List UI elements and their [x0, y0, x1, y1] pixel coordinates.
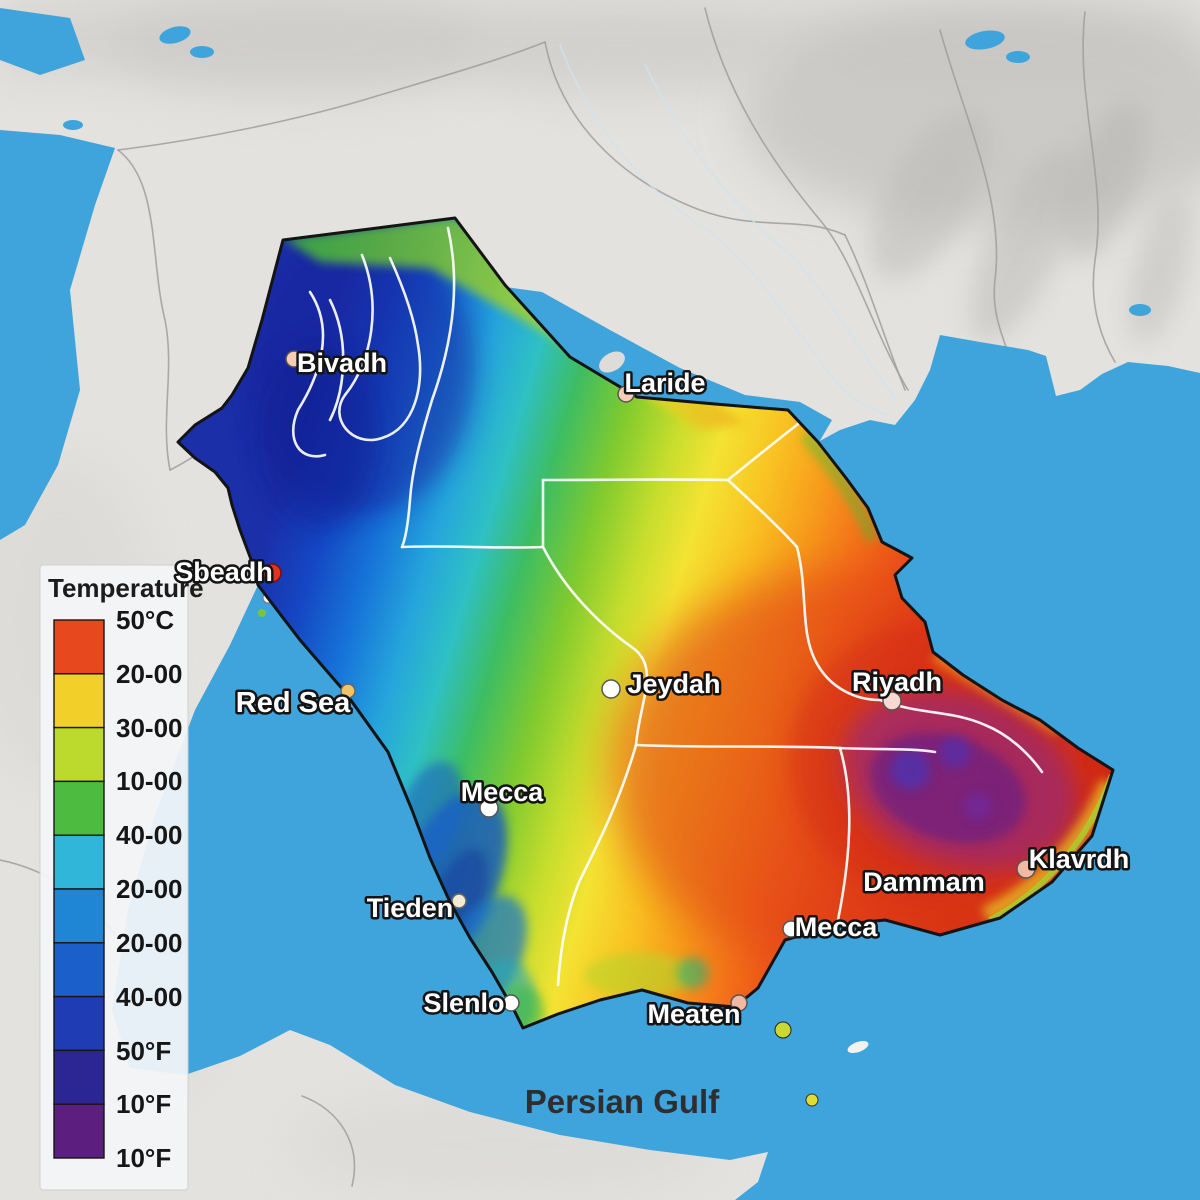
legend-label: 10°F: [116, 1143, 171, 1173]
legend: Temperature 50°C 20-00 30-00 10-00 40-00…: [39, 564, 204, 1191]
legend-label: 20-00: [116, 659, 183, 689]
city-label-meaten: Meaten: [647, 999, 740, 1029]
legend-label: 20-00: [116, 874, 183, 904]
legend-labels: 50°C 20-00 30-00 10-00 40-00 20-00 20-00…: [116, 605, 183, 1173]
mediterranean-north: [0, 8, 85, 75]
legend-color-segment: [53, 780, 105, 836]
islands: [258, 592, 869, 1107]
city-dot-laride: [617, 385, 635, 403]
city-dot-tieden: [451, 893, 467, 909]
water-label-persian-gulf: Persian Gulf: [525, 1083, 720, 1120]
gulf-island: [599, 351, 625, 373]
city-dot-riyadh: [882, 691, 902, 711]
city-dot-redsea-coast: [340, 683, 356, 699]
city-dot-meaten: [730, 994, 748, 1012]
map-labels: Bivadh Laride Sbeadh Red Sea Jeydah Riya…: [173, 346, 1132, 1121]
legend-label: 50°C: [116, 605, 174, 635]
lake: [63, 120, 83, 130]
city-label-mecca: Mecca: [461, 777, 545, 807]
city-dot-jeydah: [601, 679, 621, 699]
legend-color-segment: [53, 726, 105, 783]
legend-color-segment: [53, 995, 105, 1052]
city-label-klavrdh: Klavrdh: [1029, 844, 1130, 874]
legend-color-segment: [53, 1103, 105, 1159]
legend-label: 30-00: [116, 713, 183, 743]
legend-label: 10°F: [116, 1089, 171, 1119]
rivers: [559, 44, 896, 416]
city-label-tieden: Tieden: [367, 893, 454, 923]
legend-color-bar: [53, 619, 105, 1159]
province-borders: [292, 226, 1044, 987]
legend-label: 20-00: [116, 928, 183, 958]
lake: [965, 30, 1005, 50]
city-label-slenlo: Slenlo: [423, 988, 504, 1018]
city-dot-mecca: [479, 798, 499, 818]
lake: [190, 46, 214, 58]
legend-label: 50°F: [116, 1036, 171, 1066]
legend-title: Temperature: [48, 573, 204, 603]
legend-label: 40-00: [116, 820, 183, 850]
city-label-laride: Laride: [624, 368, 705, 398]
ocean: [0, 8, 1200, 1200]
water-label-red-sea: Red Sea: [236, 687, 351, 719]
city-markers: [262, 350, 1036, 1012]
gulf-inlet: [505, 287, 832, 444]
ocean-body: [112, 335, 1200, 1200]
lake: [1129, 304, 1151, 316]
mediterranean: [0, 130, 115, 540]
city-label-sbeadh: Sbeadh: [175, 557, 273, 587]
city-dot-klavrdh: [1016, 859, 1036, 879]
city-dot-slenlo: [502, 994, 520, 1012]
city-dot-sbeadh: [262, 563, 282, 583]
peninsula-coastline: [176, 216, 1115, 1030]
legend-color-segment: [53, 942, 105, 998]
legend-label: 40-00: [116, 982, 183, 1012]
legend-label: 10-00: [116, 766, 183, 796]
city-dot-mecca-south: [782, 920, 800, 938]
city-dot-bivadh: [285, 350, 303, 368]
city-label-jeydah: Jeydah: [627, 669, 720, 699]
lake: [159, 26, 191, 44]
legend-color-segment: [53, 673, 105, 729]
legend-color-segment: [53, 619, 105, 675]
legend-color-segment: [53, 834, 105, 890]
city-label-riyadh: Riyadh: [852, 667, 942, 697]
city-label-mecca-south: Mecca: [795, 912, 879, 942]
legend-color-segment: [53, 1049, 105, 1105]
city-label-dammam: Dammam: [863, 867, 985, 897]
lake: [1006, 51, 1030, 63]
city-label-bivadh: Bivadh: [297, 348, 387, 378]
legend-color-segment: [53, 888, 105, 944]
